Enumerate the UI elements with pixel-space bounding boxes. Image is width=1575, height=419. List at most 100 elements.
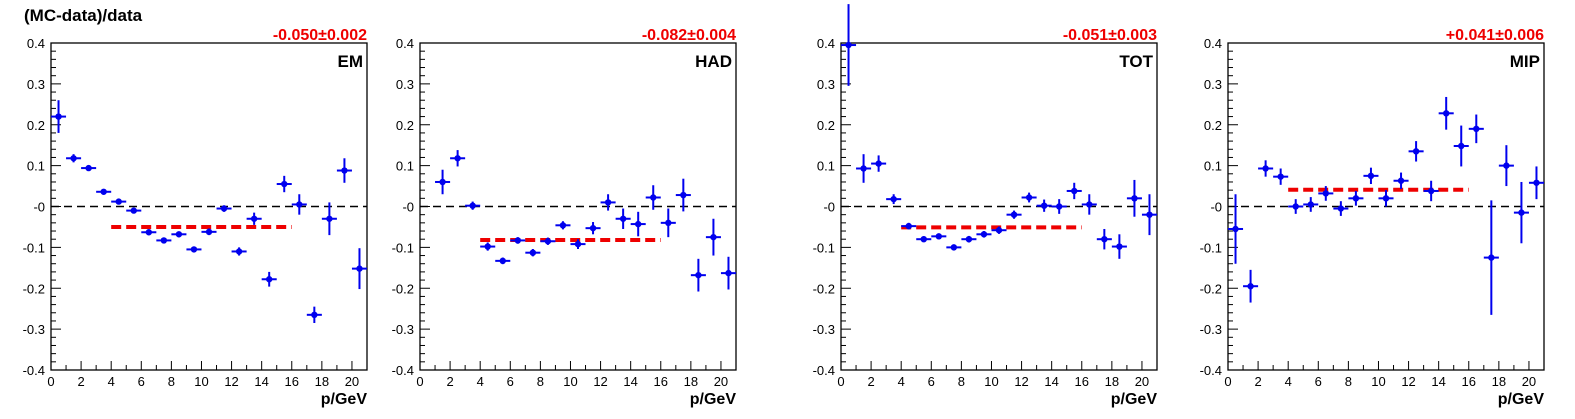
y-tick-label: -0.1 bbox=[392, 240, 414, 255]
x-tick-label: 0 bbox=[837, 374, 844, 389]
data-point bbox=[1333, 201, 1349, 216]
x-tick-label: 6 bbox=[507, 374, 514, 389]
x-tick-label: 2 bbox=[77, 374, 84, 389]
point-marker bbox=[574, 240, 582, 248]
point-marker bbox=[341, 167, 348, 174]
data-point bbox=[690, 258, 706, 292]
data-point bbox=[81, 164, 97, 172]
point-marker bbox=[1518, 209, 1525, 216]
x-tick-label: 10 bbox=[1371, 374, 1385, 389]
point-marker bbox=[875, 160, 882, 167]
data-point bbox=[675, 178, 691, 212]
point-marker bbox=[1322, 190, 1330, 197]
y-tick-label: 0.2 bbox=[1204, 118, 1222, 133]
data-point bbox=[630, 211, 646, 237]
point-marker bbox=[281, 180, 288, 188]
point-marker bbox=[980, 231, 988, 238]
y-tick-label: -0.2 bbox=[813, 281, 835, 296]
point-marker bbox=[1458, 142, 1465, 150]
data-point bbox=[1393, 172, 1409, 189]
chart-panel-mip: 0 2 4 6 8 10 12 14 16 18 20 -0.4 -0.3 -0.2 -0.1 -0 0.1 0.… bbox=[1200, 27, 1545, 408]
point-marker bbox=[145, 229, 153, 236]
data-point bbox=[450, 150, 466, 167]
data-point bbox=[1141, 194, 1157, 236]
point-marker bbox=[296, 201, 303, 208]
point-marker bbox=[695, 271, 702, 279]
data-point bbox=[1468, 114, 1484, 144]
point-marker bbox=[1503, 162, 1510, 169]
x-tick-label: 10 bbox=[563, 374, 577, 389]
data-point bbox=[555, 221, 571, 230]
y-tick-label: 0.4 bbox=[1204, 36, 1222, 51]
data-point bbox=[1273, 168, 1289, 185]
point-marker bbox=[1055, 203, 1063, 210]
x-axis-label: p/GeV bbox=[1498, 391, 1545, 408]
x-tick-label: 2 bbox=[1254, 374, 1261, 389]
data-point bbox=[1303, 197, 1319, 212]
point-marker bbox=[1071, 187, 1078, 195]
point-marker bbox=[514, 237, 522, 244]
point-marker bbox=[544, 238, 552, 245]
x-tick-label: 20 bbox=[345, 374, 359, 389]
data-point bbox=[720, 256, 736, 290]
data-point bbox=[615, 208, 631, 229]
point-marker bbox=[710, 233, 717, 241]
point-marker bbox=[100, 188, 107, 195]
panel-label: MIP bbox=[1510, 52, 1540, 71]
data-point bbox=[901, 222, 917, 230]
point-marker bbox=[1367, 172, 1375, 180]
point-marker bbox=[559, 222, 567, 229]
y-tick-label: 0.1 bbox=[396, 159, 414, 174]
point-marker bbox=[920, 236, 927, 243]
x-tick-label: 20 bbox=[1135, 374, 1149, 389]
point-marker bbox=[175, 231, 183, 238]
x-tick-label: 12 bbox=[1401, 374, 1415, 389]
point-marker bbox=[1247, 283, 1254, 290]
data-point bbox=[1498, 145, 1514, 187]
data-point bbox=[126, 207, 142, 214]
x-tick-label: 8 bbox=[168, 374, 175, 389]
y-tick-label: -0.4 bbox=[23, 363, 45, 378]
y-tick-label: -0.4 bbox=[392, 363, 414, 378]
fit-value-label: +0.041±0.006 bbox=[1446, 27, 1544, 44]
data-point bbox=[856, 154, 872, 183]
x-tick-label: 2 bbox=[446, 374, 453, 389]
data-point bbox=[321, 202, 337, 236]
point-marker bbox=[634, 220, 642, 228]
data-point bbox=[1258, 160, 1274, 177]
point-marker bbox=[205, 228, 213, 236]
y-tick-label: 0.3 bbox=[396, 77, 414, 92]
y-tick-label: -0.2 bbox=[23, 281, 45, 296]
y-tick-label: -0.2 bbox=[392, 281, 414, 296]
point-marker bbox=[725, 269, 732, 277]
y-tick-label: 0.4 bbox=[817, 36, 835, 51]
y-tick-label: -0 bbox=[823, 200, 835, 215]
point-marker bbox=[1307, 201, 1314, 208]
point-marker bbox=[1397, 177, 1405, 184]
y-tick-label: 0.4 bbox=[396, 36, 414, 51]
point-marker bbox=[1382, 195, 1390, 202]
y-tick-label: -0.2 bbox=[1200, 281, 1222, 296]
x-tick-label: 4 bbox=[108, 374, 115, 389]
point-marker bbox=[469, 202, 476, 209]
data-point bbox=[946, 244, 962, 251]
panel-label: TOT bbox=[1119, 52, 1153, 71]
point-marker bbox=[1131, 195, 1138, 202]
point-marker bbox=[190, 246, 198, 253]
y-tick-label: -0 bbox=[1210, 200, 1222, 215]
x-tick-label: 20 bbox=[1522, 374, 1536, 389]
data-point bbox=[1318, 186, 1334, 201]
point-marker bbox=[70, 155, 77, 162]
point-marker bbox=[55, 113, 62, 120]
point-marker bbox=[115, 198, 122, 205]
data-point bbox=[645, 185, 661, 210]
point-marker bbox=[604, 199, 612, 206]
data-point bbox=[1378, 190, 1394, 207]
point-marker bbox=[1473, 125, 1480, 133]
point-marker bbox=[1488, 254, 1495, 261]
data-point bbox=[961, 235, 977, 243]
data-point bbox=[480, 242, 496, 251]
data-point bbox=[540, 237, 556, 245]
x-tick-label: 16 bbox=[1462, 374, 1476, 389]
point-marker bbox=[650, 194, 657, 201]
